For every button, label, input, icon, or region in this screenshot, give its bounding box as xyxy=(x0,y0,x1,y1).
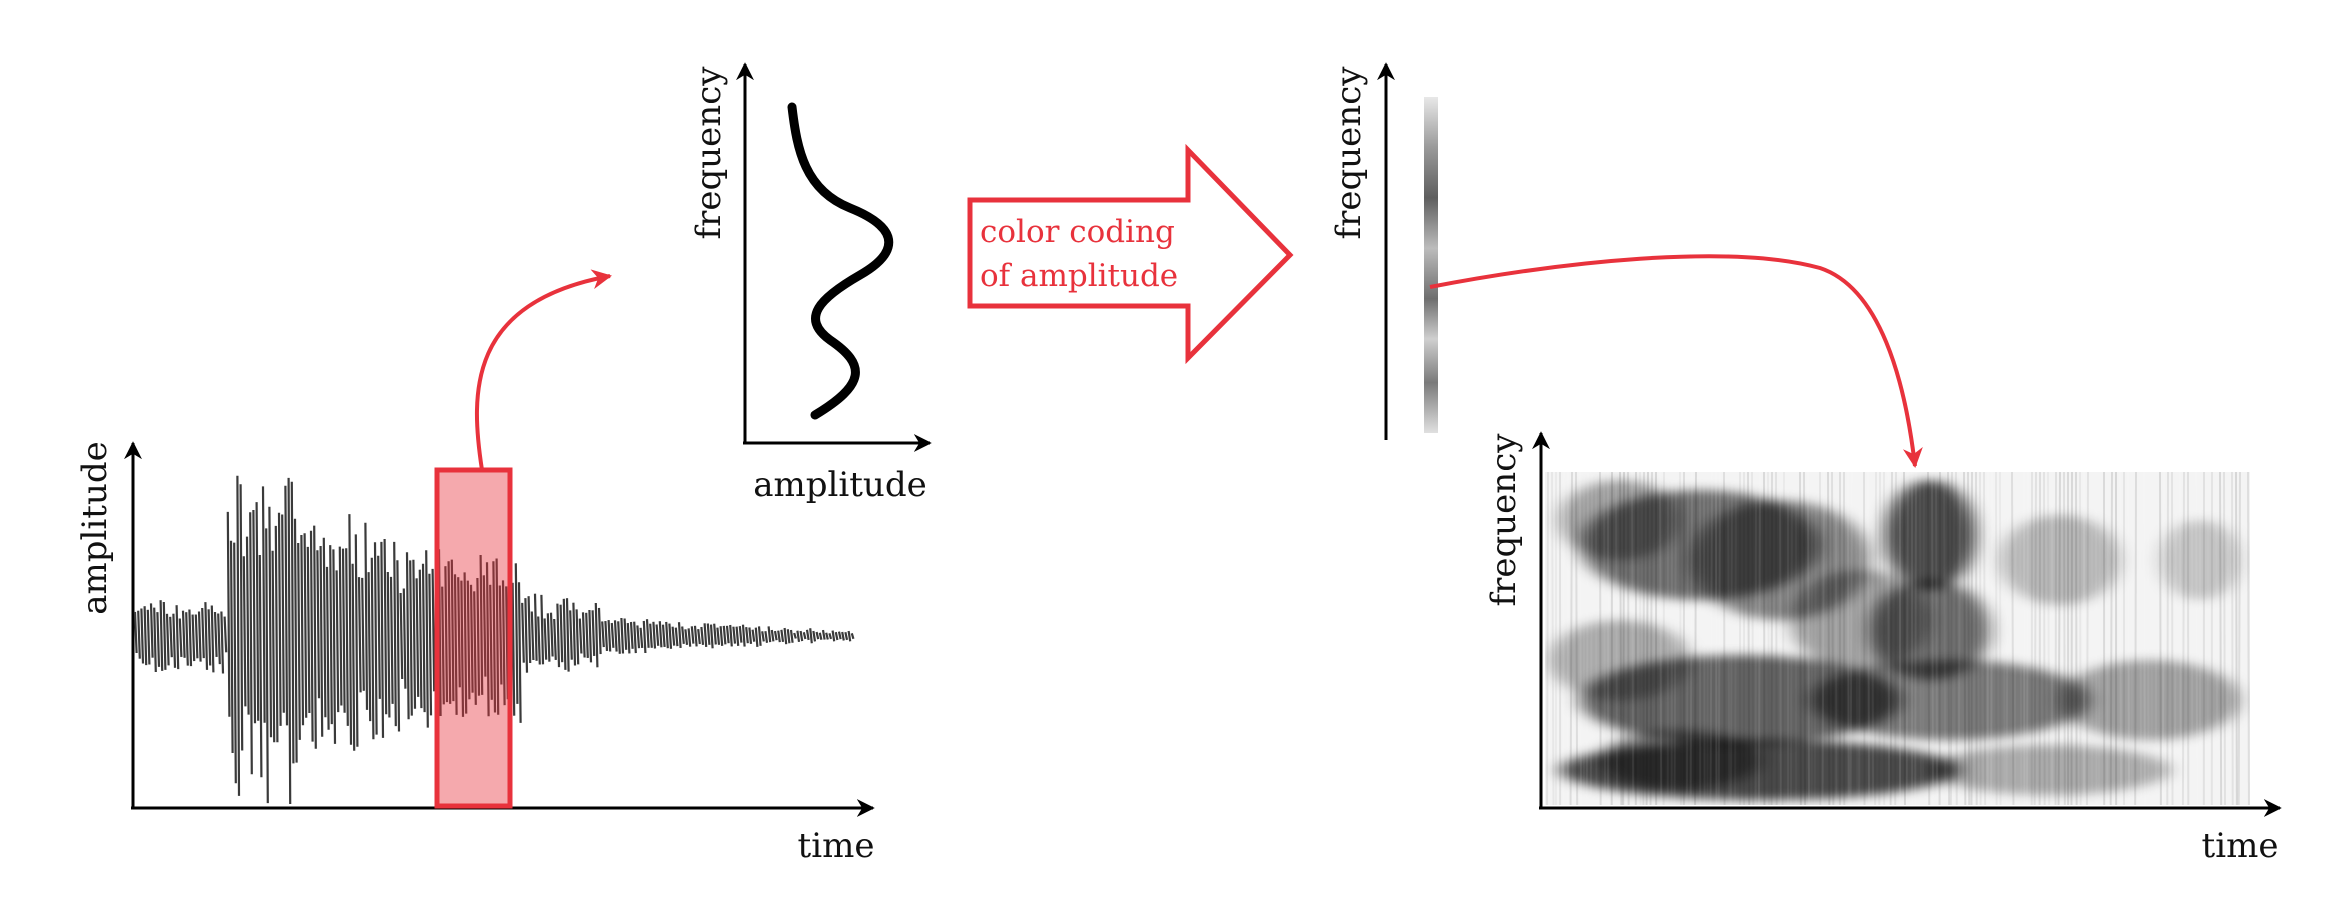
color-coded-strip xyxy=(1424,97,1438,433)
spectrogram-panel: frequency time xyxy=(1484,431,2282,866)
spectrogram-y-label: frequency xyxy=(1484,433,1524,607)
arrow-text-line1: color coding xyxy=(980,214,1175,250)
window-to-spectrum-arrow xyxy=(474,269,612,471)
waveform-x-label: time xyxy=(798,826,875,866)
color-coding-arrow: color coding of amplitude xyxy=(967,143,1294,365)
coded-strip-panel: frequency xyxy=(1329,62,1923,468)
waveform-y-label: amplitude xyxy=(75,441,115,614)
spectrogram-image xyxy=(1546,472,2250,805)
spectrogram-x-label: time xyxy=(2202,826,2279,866)
waveform-path xyxy=(133,475,855,805)
strip-to-spectrogram-arrow xyxy=(1429,254,1923,468)
waveform-signal xyxy=(133,475,855,805)
spectrum-x-label: amplitude xyxy=(753,465,926,505)
waveform-panel: amplitude time xyxy=(75,269,875,866)
spectrum-panel: frequency amplitude xyxy=(689,62,932,505)
spectrum-curve xyxy=(787,102,894,420)
spectrum-y-label: frequency xyxy=(689,66,729,240)
analysis-window-highlight xyxy=(434,467,513,809)
arrow-text-line2: of amplitude xyxy=(980,258,1178,294)
block-arrow-outline xyxy=(967,143,1294,365)
strip-y-label: frequency xyxy=(1329,66,1369,240)
